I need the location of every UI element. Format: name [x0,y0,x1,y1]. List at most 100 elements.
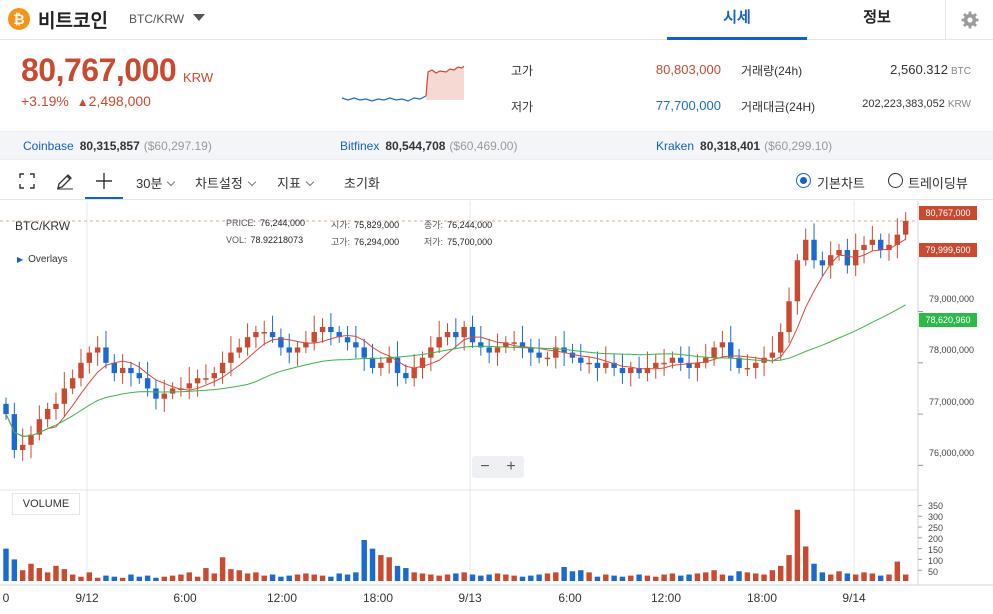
coin-name: 비트코인 [38,11,108,32]
zoom-out-button[interactable]: − [480,458,490,475]
volume-bar [544,573,551,581]
pencil-icon[interactable] [56,172,74,190]
candle-body [78,362,84,379]
moving-average-short [5,238,906,437]
volume-bar [528,575,534,581]
volume-bar [827,574,834,581]
volume-bar [736,571,742,581]
candle-body [444,332,451,338]
volume-bar [819,572,826,581]
exchange-name[interactable]: Bitfinex [340,139,380,153]
exchange-name[interactable]: Coinbase [23,139,74,153]
candle-body [811,239,817,261]
indicators-dropdown[interactable]: 지표 [277,173,315,192]
volume-bar [103,575,109,581]
candle-body [653,362,659,368]
volume-bar [852,574,859,581]
candle-body [244,337,251,348]
radio-basic-chart[interactable] [796,173,811,188]
volume-bar [811,563,817,581]
tab-info[interactable]: 정보 [863,9,891,26]
tab-quote[interactable]: 시세 [667,0,807,40]
volume-bar [636,574,642,581]
volume-bar [169,575,176,581]
candle-body [644,367,651,374]
legend-close: 종가: 76,244,000 [424,218,492,231]
moving-average-long [5,304,906,437]
candlestick-chart[interactable] [0,201,993,614]
volume-bar [219,557,226,581]
volume-bar [536,574,542,581]
candle-body [711,347,717,358]
volume-bar [553,572,559,581]
volume-bar [728,575,734,581]
volume-bar [561,566,567,581]
volume-bar [228,569,234,581]
fullscreen-icon[interactable] [19,173,35,189]
legend-value: 75,700,000 [447,237,493,247]
volume-bar [861,572,867,581]
candle-body [528,347,534,353]
interval-dropdown[interactable]: 30분 [136,173,176,192]
candle-body [661,362,667,365]
volume-bar [253,572,259,581]
zoom-in-button[interactable]: + [506,458,516,475]
chart-title: BTC/KRW [15,219,71,233]
volume-bar [661,574,667,581]
candle-body [553,347,559,358]
high-label: 고가 [511,64,534,78]
candle-body [378,362,384,368]
volume-label: 거래량(24h) [741,64,803,78]
chevron-down-icon[interactable] [193,14,205,21]
crosshair-icon[interactable] [95,172,113,190]
radio-tradingview[interactable] [888,173,903,188]
reset-button[interactable]: 초기화 [344,176,380,191]
volume-bar [236,570,242,581]
exchange-price-bar: Coinbase 80,315,857 ($60,297.19) Bitfinex 8… [0,131,993,160]
candle-body [628,367,634,374]
candle-body [802,239,809,261]
exchange-krw: 80,544,708 [385,139,446,153]
candle-body [719,342,726,348]
candle-body [228,352,234,363]
legend-label: 저가: [424,237,444,247]
volume-bar [703,572,709,581]
volume-bar [694,573,701,581]
candle-body [744,367,751,370]
volume-bar [769,570,776,581]
candle-body [461,326,467,338]
exchange-kraken: Kraken 80,318,401 ($60,299.10) [656,139,832,153]
volume-bar [203,568,209,581]
exchange-usd: ($60,299.10) [764,139,833,153]
settings-button[interactable] [945,0,993,40]
tradingview-label[interactable]: 트레이딩뷰 [908,176,968,191]
candle-body [894,234,901,245]
volume-bar [194,576,201,581]
legend-vol: VOL: 78.92218073 [226,235,303,245]
volume-bar [619,576,626,581]
candle-body [494,347,501,353]
legend-price: PRICE: 76,244,000 [226,218,305,228]
volume-bar [428,574,434,581]
candle-body [578,357,584,363]
candle-body [103,347,109,363]
candle-body [253,332,259,338]
x-tick: 9/13 [458,591,482,605]
legend-high: 고가: 76,294,000 [331,235,399,248]
volume-bar [69,574,76,581]
y-tick: 78,000,000 [929,345,975,355]
exchange-name[interactable]: Kraken [656,139,695,153]
volume-tick: 350 [928,501,944,511]
basic-chart-label[interactable]: 기본차트 [817,176,865,191]
volume-bar [78,576,84,581]
chart-settings-dropdown[interactable]: 차트설정 [195,173,257,192]
price-chart-area[interactable]: BTC/KRW Overlays PRICE:76,244,000 VOL:78… [0,201,993,614]
volume-bar [711,570,717,581]
volume-bar [794,509,801,581]
volume-tick: 150 [928,545,944,555]
candle-body [403,373,409,379]
change-percent: +3.19% [21,93,69,109]
overlays-toggle[interactable]: Overlays [17,254,67,265]
volume-bar [494,573,501,581]
